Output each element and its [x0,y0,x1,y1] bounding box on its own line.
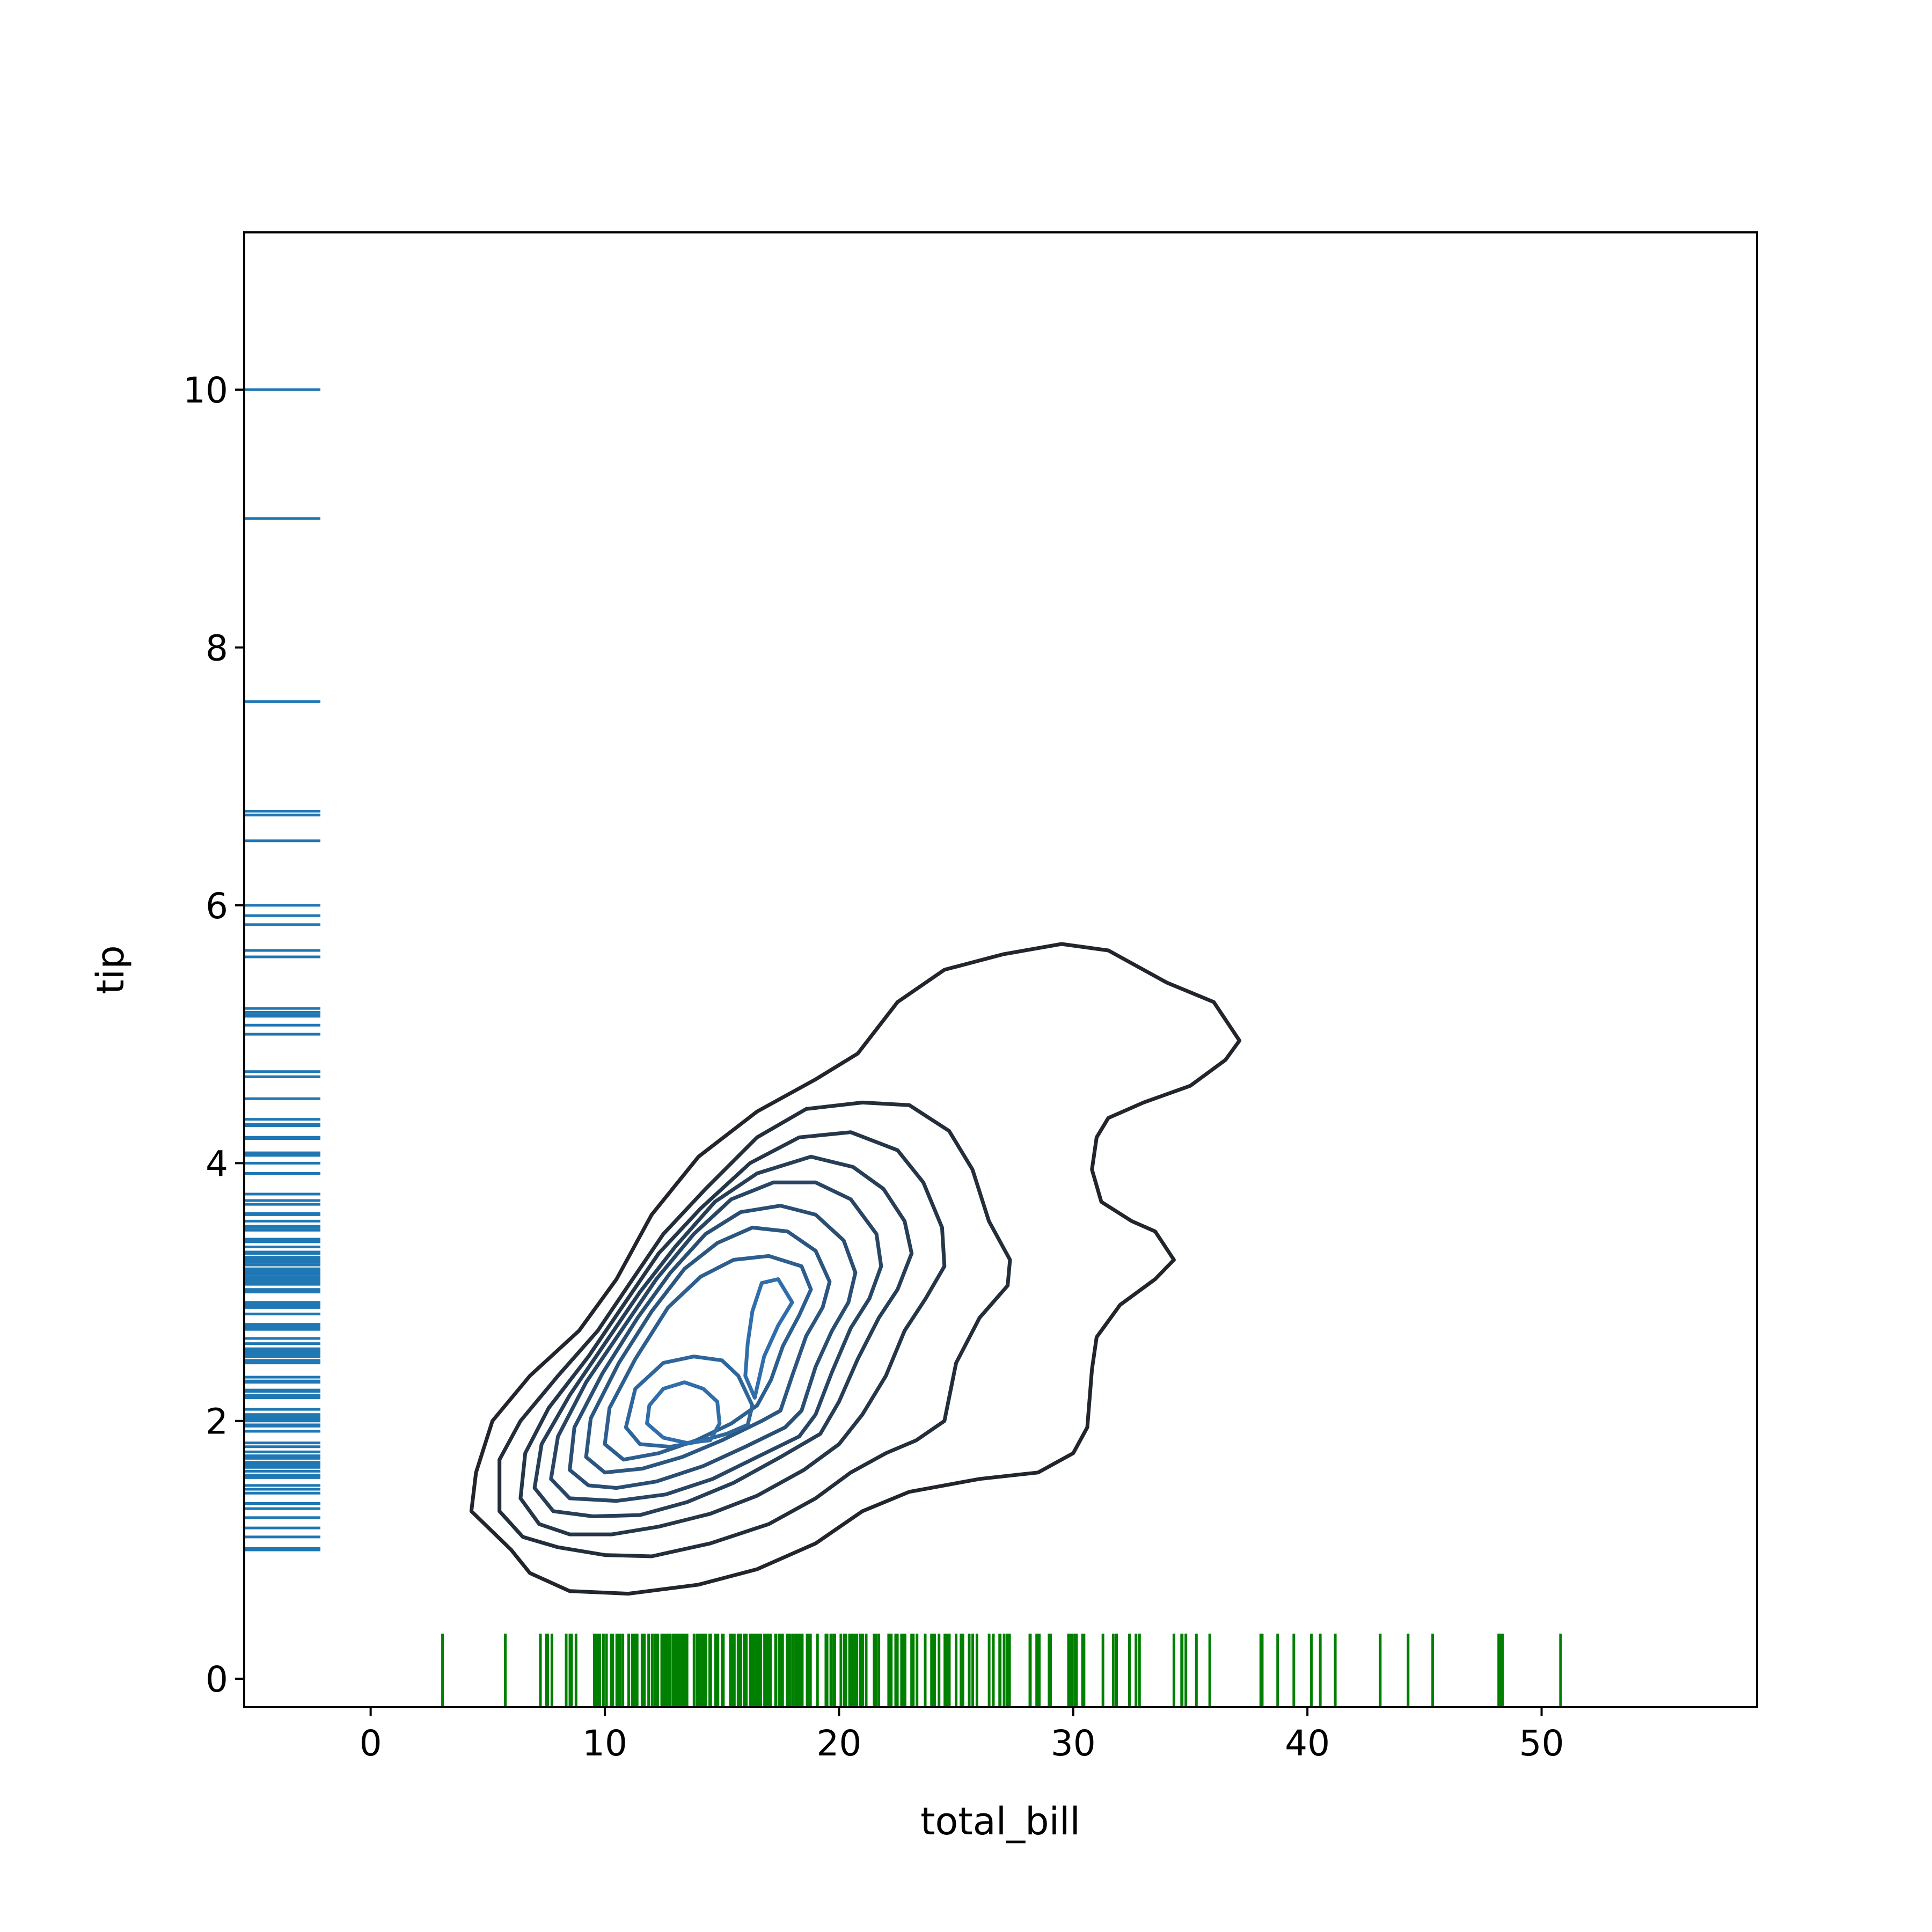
x-tick-label: 30 [1051,1723,1096,1764]
kde-contour-line [584,1225,832,1475]
x-tick-label: 40 [1285,1723,1330,1764]
y-tick-label: 10 [183,370,228,411]
tip-rug-group [244,388,320,1552]
x-axis-label: total_bill [920,1799,1080,1843]
kde-contour-group [469,942,1242,1596]
y-tick-label: 8 [206,627,228,669]
kde-contour-line [568,1204,858,1490]
y-tick-label: 6 [206,885,228,927]
x-tick-label: 10 [582,1723,627,1764]
x-axis-ticks: 0 10 20 30 40 50 [360,1707,1564,1764]
kde-contour-line [645,1380,722,1445]
kde-contour-line [549,1180,883,1503]
kde-contour-line [469,942,1242,1596]
y-tick-label: 2 [206,1401,228,1443]
kde-contour-line [603,1254,813,1462]
total-bill-rug-group [441,1634,1562,1707]
kde-contour-line [497,1100,1012,1558]
kde-contour-line [518,1130,947,1536]
y-tick-label: 4 [206,1143,228,1184]
kde-contour-line [743,1277,794,1400]
plot-frame [243,231,1758,1708]
y-axis-ticks: 0 2 4 6 8 10 [183,370,244,1700]
kde-contour-line [532,1154,914,1518]
x-tick-label: 20 [816,1723,861,1764]
x-tick-label: 0 [360,1723,382,1764]
x-tick-label: 50 [1519,1723,1564,1764]
y-axis-label: tip [89,945,133,994]
y-tick-label: 0 [206,1659,228,1700]
